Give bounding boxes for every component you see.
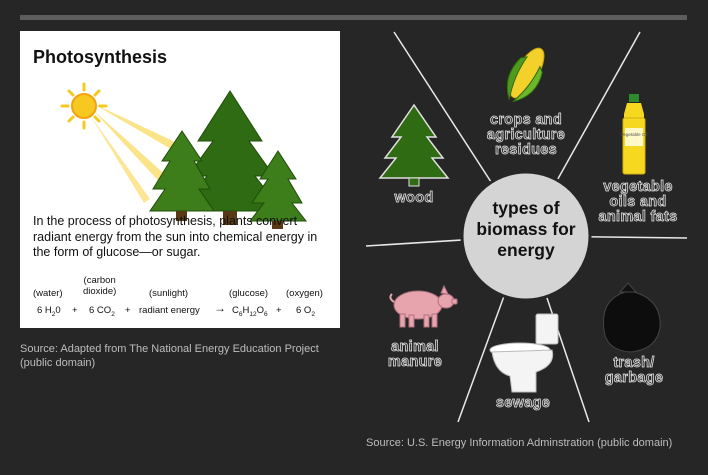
sunbeam (92, 103, 190, 159)
equation-radiant-energy: radiant energy (139, 305, 200, 316)
oil-bottle-icon: Vegetable Oil (621, 94, 648, 175)
photosynthesis-description: In the process of photosynthesis, plants… (33, 214, 318, 259)
equation-oxygen: 6 O2 (296, 305, 315, 318)
tree-icon (248, 150, 308, 229)
equation-carbon-dioxide: 6 CO2 (89, 305, 115, 318)
photosynthesis-illustration (60, 82, 308, 229)
equation-plus: + (72, 305, 78, 316)
equation-plus: + (276, 305, 282, 316)
center-circle (460, 170, 592, 302)
tree-icon (378, 103, 450, 187)
label-crops: crops and agriculture residues (486, 112, 566, 158)
equation-plus: + (125, 305, 131, 316)
equation-water: 6 H20 (37, 305, 61, 318)
photosynthesis-title: Photosynthesis (33, 47, 168, 67)
equation-label-sunlight: (sunlight) (149, 288, 189, 299)
tree-icon (149, 130, 215, 221)
trash-bag-icon (602, 282, 661, 353)
photosynthesis-source: Source: Adapted from The National Energy… (20, 343, 319, 369)
label-manure: animal manure (387, 339, 443, 370)
label-sewage: sewage (495, 395, 551, 411)
equation-label-carbon-dioxide: (carbon dioxide) (83, 275, 117, 297)
biomass-source: Source: U.S. Energy Information Adminstr… (366, 437, 673, 449)
label-trash-garbage: trash/ garbage (604, 355, 664, 386)
equation-label-glucose: (glucose) (229, 288, 269, 299)
equation-label-oxygen: (oxygen) (286, 288, 323, 299)
pig-icon (389, 284, 458, 328)
toilet-icon (489, 313, 559, 393)
sunbeam (92, 109, 170, 187)
corn-icon (506, 47, 545, 103)
label-oils-fats: vegetable oils and animal fats (598, 179, 678, 225)
top-divider-bar (20, 15, 687, 20)
bottle-label: Vegetable Oil (621, 132, 648, 137)
equation-label-water: (water) (33, 288, 63, 299)
label-wood: wood (394, 190, 434, 206)
equation-glucose: C6H12O6 (232, 305, 268, 318)
equation-arrow: → (214, 301, 226, 315)
biomass-center-title: types of biomass for energy (476, 198, 576, 260)
sunbeam (90, 115, 150, 203)
sun-icon (60, 82, 108, 130)
photosynthesis-panel: Photosynthesis In the process of photosy… (20, 31, 340, 328)
